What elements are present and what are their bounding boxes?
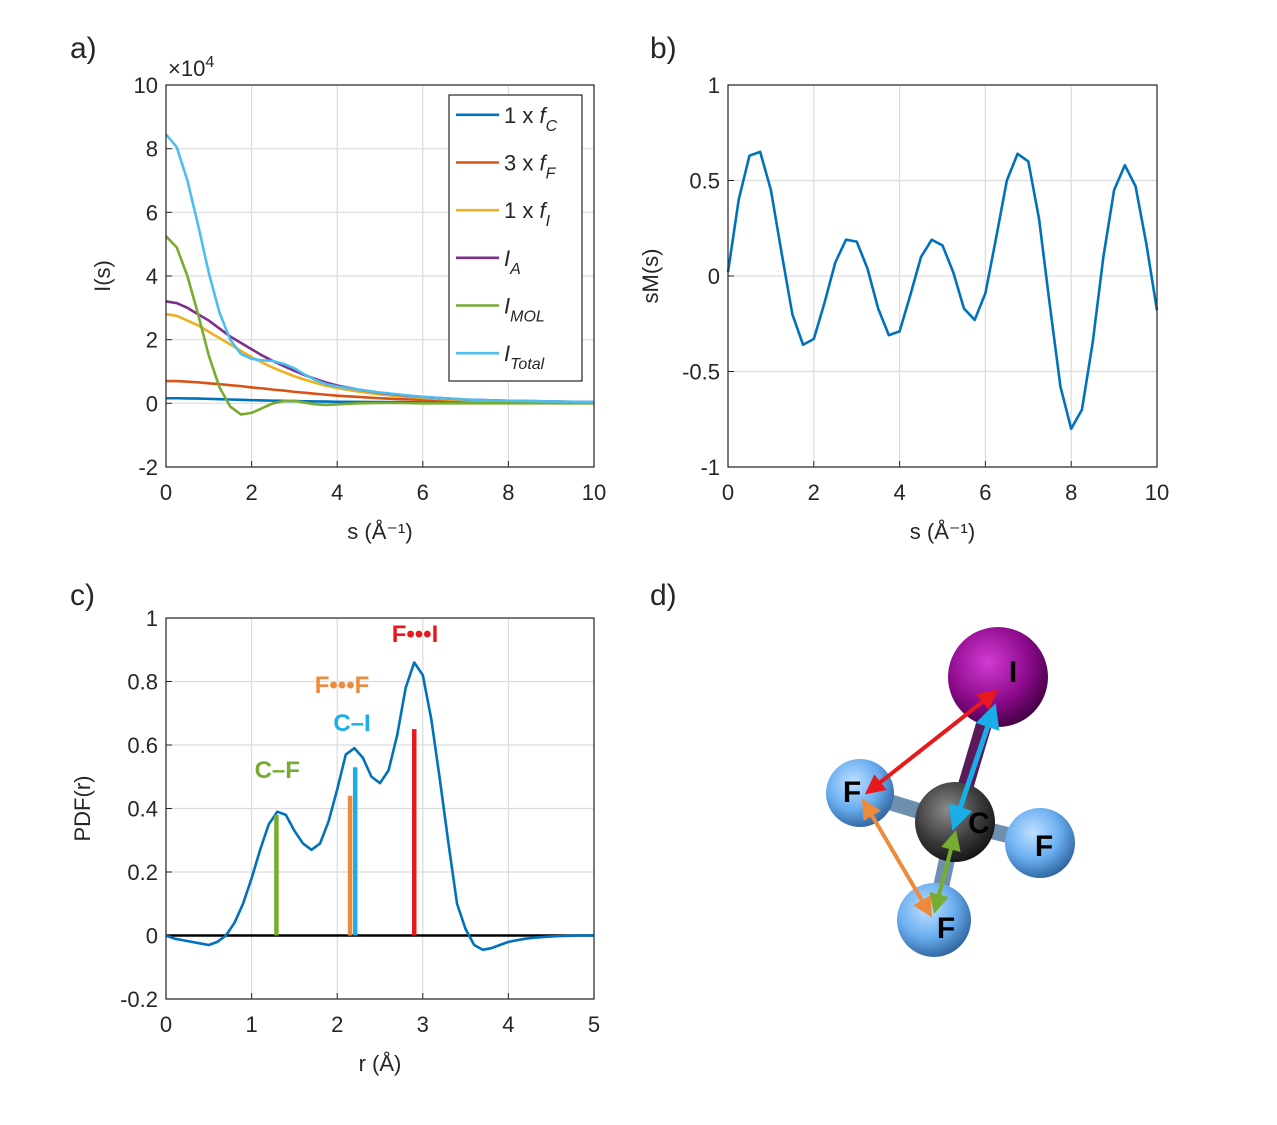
y-tick-label: 0.4 [127,797,158,822]
y-tick-label: 0.2 [127,860,158,885]
x-tick-label: 0 [160,1012,172,1037]
legend-label-part: I [546,213,551,230]
atom [897,883,971,957]
x-tick-label: 2 [808,480,820,505]
arrow [861,798,933,918]
atom-label: F [1035,830,1053,863]
y-tick-label: -0.5 [682,360,720,385]
y-tick-label: 1 [146,606,158,631]
axes-box [727,84,1158,468]
molecule: d) I C F F F [650,579,1075,957]
x-axis-label: r (Å) [359,1051,402,1076]
arrow [929,830,961,914]
atom-label: C [968,807,990,840]
legend-label: 1 x fC [504,103,558,135]
y-tick-label: 0 [146,391,158,416]
y-tick-label: 8 [146,137,158,162]
data-line [726,150,1159,431]
x-tick-label: 6 [417,480,429,505]
x-tick-label: 10 [1145,480,1169,505]
multiplier-base: ×10 [168,56,205,81]
y-tick-label: 0.6 [127,733,158,758]
multiplier-exponent: 4 [205,54,214,71]
stick-label: F•••I [392,621,439,648]
axes-box [165,617,595,1000]
legend-label-part: 1 x [504,103,539,128]
legend-label-part: C [546,118,558,135]
legend-label-part: F [546,166,557,183]
panel-label: d) [650,579,677,612]
legend-label-part: MOL [510,309,545,326]
legend-label: 3 x fF [504,151,557,183]
x-tick-label: 0 [722,480,734,505]
x-tick-label: 1 [245,1012,257,1037]
y-tick-label: 0.5 [689,169,720,194]
x-axis-label: s (Å⁻¹) [910,519,975,544]
legend-label-part: f [539,151,548,176]
panel-label: c) [70,579,95,612]
y-tick-label: 0 [708,264,720,289]
panel-label: a) [70,32,97,65]
y-tick-label: -0.2 [120,987,158,1012]
y-axis-label: PDF(r) [70,776,95,842]
atom [1005,808,1075,878]
legend-label: ITotal [504,341,545,373]
arrow [948,703,1000,831]
x-tick-label: 4 [502,1012,514,1037]
y-tick-label: 2 [146,328,158,353]
panel-label: b) [650,32,677,65]
legend-label-part: 1 x [504,198,539,223]
x-axis-label: s (Å⁻¹) [347,519,412,544]
y-tick-label: -2 [138,455,158,480]
y-tick-label: 1 [708,73,720,98]
y-tick-label: 0.8 [127,670,158,695]
x-tick-label: 10 [582,480,606,505]
x-tick-label: 8 [1065,480,1077,505]
data-line [165,661,594,952]
atom-label: F [937,912,955,945]
axis-multiplier: ×104 [168,54,214,81]
x-tick-label: 4 [331,480,343,505]
stick-label: F•••F [315,672,370,699]
data-line [165,235,594,416]
legend-label-part: I [504,294,510,319]
x-tick-label: 6 [979,480,991,505]
y-axis-label: sM(s) [638,249,663,304]
atom [948,627,1048,727]
legend-label-part: I [504,246,510,271]
legend-label-part: 3 x [504,151,539,176]
stick-label: C–F [255,757,300,784]
y-tick-label: 4 [146,264,158,289]
legend-label: IA [504,246,521,278]
y-tick-label: 10 [134,73,158,98]
y-tick-label: 0 [146,924,158,949]
y-tick-label: 6 [146,200,158,225]
atom-label: I [1009,656,1017,689]
axes-box [165,84,595,468]
legend-label: IMOL [504,294,545,326]
x-tick-label: 2 [245,480,257,505]
legend-label-part: f [539,198,548,223]
legend-label-part: A [509,261,521,278]
legend-label: 1 x fI [504,198,551,230]
x-tick-label: 4 [893,480,905,505]
legend-label-part: f [539,103,548,128]
x-tick-label: 2 [331,1012,343,1037]
x-tick-label: 5 [588,1012,600,1037]
legend-label-part: I [504,341,510,366]
atom-label: F [843,776,861,809]
legend-box [448,94,583,382]
y-axis-label: I(s) [90,260,115,292]
legend-label-part: Total [510,356,545,373]
y-tick-label: -1 [700,455,720,480]
x-tick-label: 0 [160,480,172,505]
x-tick-label: 3 [417,1012,429,1037]
stick-label: C–I [333,710,370,737]
x-tick-label: 8 [502,480,514,505]
data-line [165,133,595,404]
